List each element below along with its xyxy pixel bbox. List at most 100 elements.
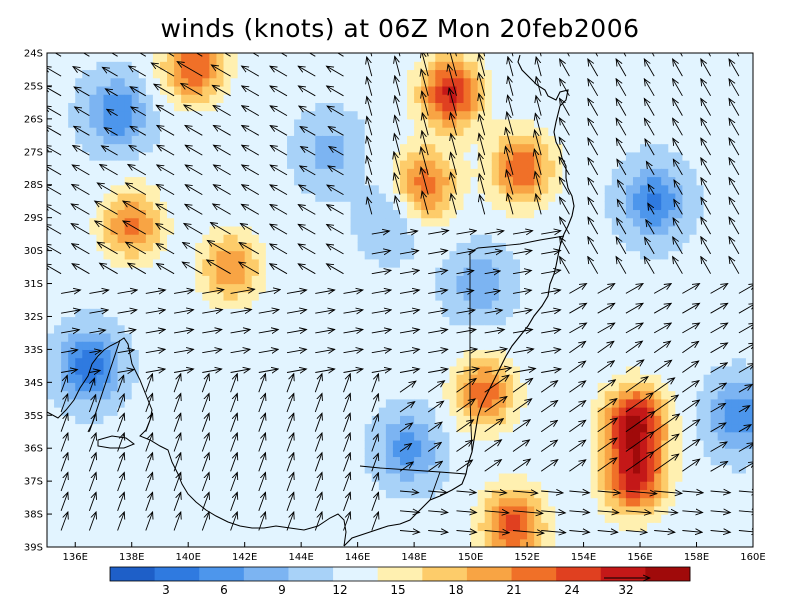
speed-cell xyxy=(562,448,571,458)
speed-cell xyxy=(498,390,507,400)
speed-cell xyxy=(265,94,274,103)
speed-cell xyxy=(47,374,55,383)
speed-cell xyxy=(174,258,182,268)
speed-cell xyxy=(428,431,436,441)
speed-cell xyxy=(435,291,443,301)
speed-cell xyxy=(110,398,119,408)
speed-cell xyxy=(265,324,274,334)
speed-cell xyxy=(287,258,295,268)
speed-cell xyxy=(541,456,549,466)
speed-cell xyxy=(159,316,168,326)
speed-cell xyxy=(75,398,83,408)
speed-cell xyxy=(470,184,479,194)
speed-cell xyxy=(562,505,571,515)
speed-cell xyxy=(555,398,563,408)
speed-cell xyxy=(138,151,147,161)
speed-cell xyxy=(583,538,592,547)
speed-cell xyxy=(216,505,225,515)
speed-cell xyxy=(47,538,55,547)
speed-cell xyxy=(103,497,112,507)
speed-cell xyxy=(343,209,352,219)
speed-cell xyxy=(315,110,323,120)
speed-cell xyxy=(442,217,451,227)
speed-cell xyxy=(223,234,232,243)
speed-cell xyxy=(364,374,373,383)
speed-cell xyxy=(265,176,274,186)
speed-cell xyxy=(562,151,571,161)
speed-cell xyxy=(294,341,302,350)
speed-cell xyxy=(428,258,436,268)
speed-cell xyxy=(117,522,126,532)
speed-cell xyxy=(456,357,465,367)
speed-cell xyxy=(47,390,55,400)
speed-cell xyxy=(82,160,90,169)
speed-cell xyxy=(569,308,578,318)
speed-cell xyxy=(54,94,62,103)
speed-cell xyxy=(590,530,599,540)
speed-cell xyxy=(322,143,330,153)
speed-cell xyxy=(287,94,295,103)
speed-cell xyxy=(421,151,429,161)
speed-cell xyxy=(54,135,62,145)
speed-cell xyxy=(159,234,168,243)
speed-cell xyxy=(54,283,62,293)
speed-cell xyxy=(414,423,422,433)
speed-cell xyxy=(385,176,394,186)
speed-cell xyxy=(442,316,451,326)
speed-cell xyxy=(251,349,260,359)
speed-cell xyxy=(442,464,451,474)
speed-cell xyxy=(89,234,98,243)
speed-cell xyxy=(470,291,479,301)
speed-cell xyxy=(350,61,359,71)
speed-cell xyxy=(385,135,394,145)
speed-cell xyxy=(491,357,500,367)
speed-cell xyxy=(484,423,493,433)
speed-cell xyxy=(534,423,542,433)
speed-cell xyxy=(512,316,521,326)
speed-cell xyxy=(421,201,429,211)
speed-cell xyxy=(392,538,401,547)
speed-cell xyxy=(230,341,239,350)
speed-cell xyxy=(520,53,528,62)
speed-cell xyxy=(435,308,443,318)
speed-cell xyxy=(597,234,606,243)
speed-cell xyxy=(265,275,274,285)
speed-cell xyxy=(350,505,359,515)
speed-cell xyxy=(237,448,246,458)
speed-cell xyxy=(174,530,182,540)
speed-cell xyxy=(96,151,105,161)
speed-cell xyxy=(442,184,451,194)
speed-cell xyxy=(152,448,161,458)
speed-cell xyxy=(251,382,260,392)
speed-cell xyxy=(258,505,267,515)
speed-cell xyxy=(237,514,246,523)
speed-cell xyxy=(548,250,556,260)
speed-cell xyxy=(590,431,599,441)
speed-cell xyxy=(520,489,528,499)
speed-cell xyxy=(569,184,578,194)
speed-cell xyxy=(548,464,556,474)
speed-cell xyxy=(308,415,316,425)
speed-cell xyxy=(491,258,500,268)
speed-cell xyxy=(428,324,436,334)
speed-cell xyxy=(428,61,436,71)
speed-cell xyxy=(159,324,168,334)
speed-cell xyxy=(548,390,556,400)
speed-cell xyxy=(512,151,521,161)
speed-cell xyxy=(400,415,408,425)
speed-cell xyxy=(145,267,154,276)
speed-cell xyxy=(322,250,330,260)
speed-cell xyxy=(590,448,599,458)
speed-cell xyxy=(301,85,309,95)
speed-cell xyxy=(336,209,345,219)
speed-cell xyxy=(103,94,112,103)
speed-cell xyxy=(82,489,90,499)
speed-cell xyxy=(512,538,521,547)
speed-cell xyxy=(89,209,98,219)
speed-cell xyxy=(343,127,352,136)
speed-cell xyxy=(216,77,225,87)
speed-cell xyxy=(251,481,260,490)
speed-cell xyxy=(237,192,246,202)
speed-cell xyxy=(435,201,443,211)
speed-cell xyxy=(534,407,542,416)
